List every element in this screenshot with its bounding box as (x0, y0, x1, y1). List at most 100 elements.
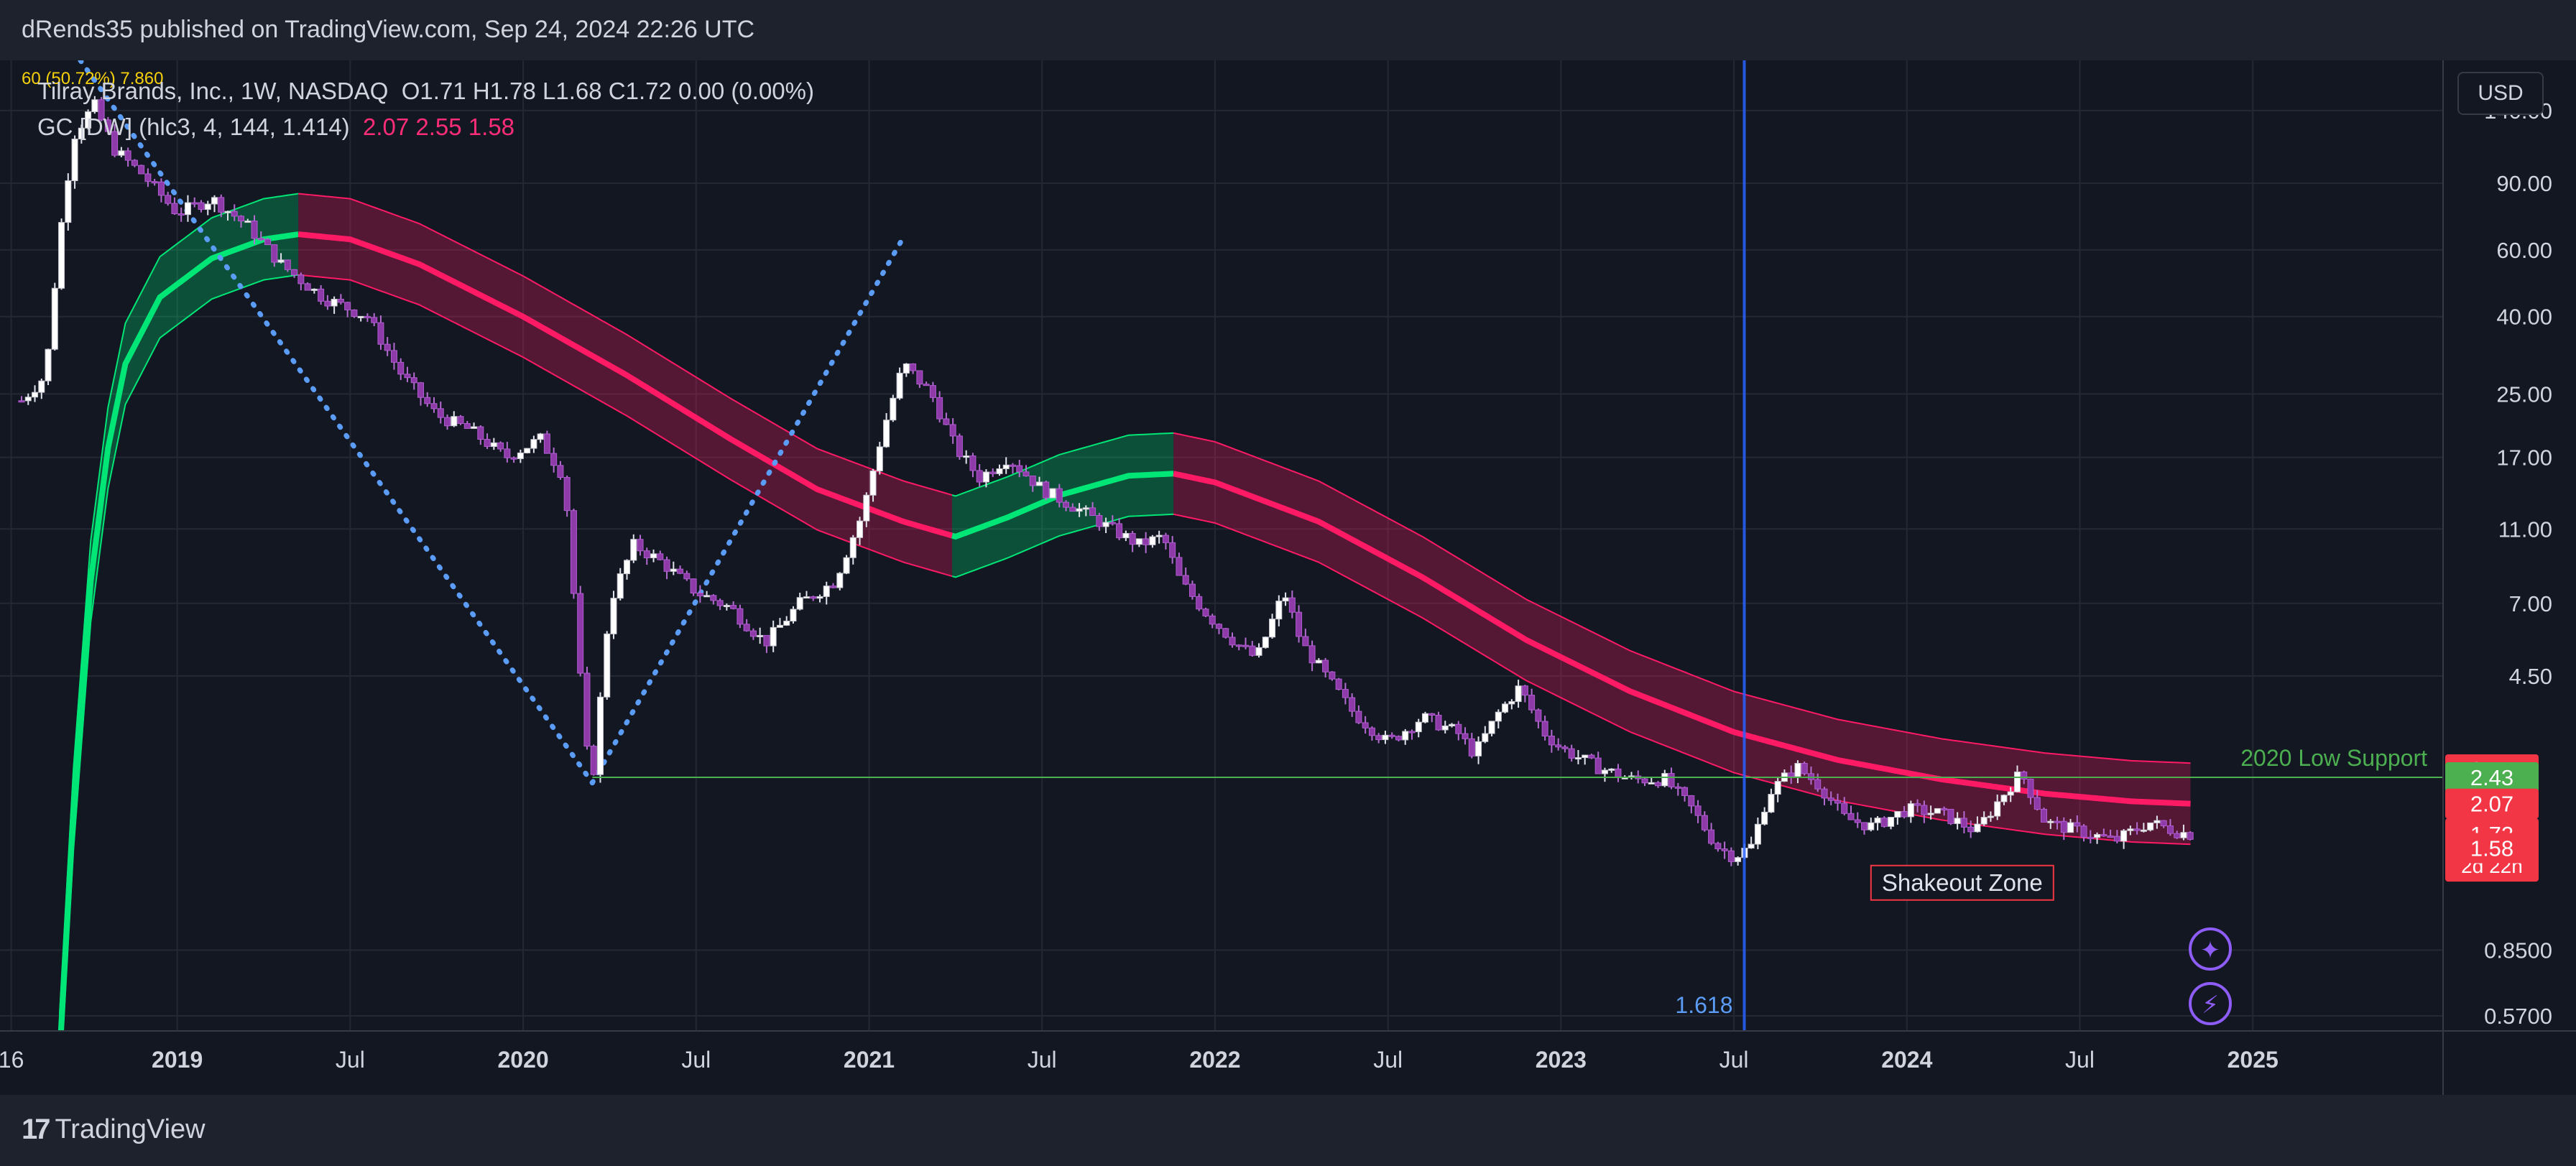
candle-body (118, 150, 125, 156)
candle-body (430, 403, 438, 410)
candle-body (1322, 660, 1329, 672)
candle-body (843, 557, 850, 574)
candle-body (537, 433, 544, 440)
sparkle-icon[interactable]: ✦ (2189, 927, 2232, 971)
candle-body (943, 418, 950, 425)
indicator-upper-line (58, 193, 299, 1014)
candle-body (231, 210, 238, 217)
candle-body (218, 197, 225, 213)
candle-body (397, 361, 405, 375)
candle-body (111, 131, 119, 156)
candle-body (1388, 734, 1395, 737)
candle-body (643, 550, 650, 558)
candle-body (51, 287, 58, 350)
candle-body (71, 138, 78, 182)
candle-body (710, 595, 717, 601)
candle-body (2047, 820, 2054, 823)
candle-body (1688, 795, 1695, 807)
candle-body (1994, 801, 2001, 817)
shakeout-zone-label: Shakeout Zone (1882, 869, 2043, 896)
candle-body (963, 455, 970, 458)
candle-body (690, 578, 697, 594)
candle-body (590, 746, 597, 775)
candle-body (1269, 619, 1276, 638)
candle-body (670, 568, 677, 572)
candle-body (184, 202, 191, 216)
candle-body (783, 621, 790, 626)
time-axis-tick-label: 2022 (1189, 1047, 1240, 1073)
candle-body (1807, 773, 1814, 780)
time-axis-tick-label: 2023 (1536, 1047, 1587, 1073)
candle-body (477, 426, 484, 440)
candle-body (238, 216, 245, 222)
candle-body (929, 385, 936, 398)
currency-button[interactable]: USD (2457, 72, 2544, 115)
ohlc-values: O1.71 H1.78 L1.68 C1.72 0.00 (0.00%) (401, 78, 814, 104)
candle-body (384, 343, 391, 351)
candle-body (796, 597, 803, 610)
candle-body (1329, 671, 1336, 680)
candle-body (596, 696, 604, 775)
candle-body (2180, 832, 2187, 838)
candle-body (437, 408, 444, 418)
candle-body (1302, 636, 1309, 647)
candle-body (1907, 803, 1914, 818)
candle-body (2000, 795, 2008, 802)
indicator-upper-line (1173, 432, 2191, 764)
footer-bar: 17 TradingView (0, 1095, 2576, 1166)
candle-body (969, 455, 977, 471)
candle-body (324, 300, 331, 307)
candle-body (749, 630, 757, 637)
candle-body (91, 99, 98, 113)
lightning-icon-glyph: ⚡ (2202, 991, 2219, 1019)
candle-body (490, 442, 497, 448)
candle-body (471, 426, 478, 429)
candle-body (1043, 481, 1050, 499)
candle-body (2013, 771, 2021, 792)
indicator-lower-line (63, 274, 299, 1031)
candle-body (1714, 843, 1722, 850)
candle-body (949, 424, 956, 437)
candle-body (364, 315, 371, 318)
tradingview-logo[interactable]: 17 TradingView (22, 1114, 2554, 1146)
candle-body (1541, 721, 1548, 737)
candle-body (1521, 685, 1528, 696)
candle-body (1235, 644, 1242, 647)
candle-body (131, 159, 138, 166)
candle-body (390, 350, 397, 363)
price-tag-box (2445, 762, 2539, 793)
candle-body (211, 197, 218, 205)
candle-body (816, 596, 823, 599)
candles (18, 96, 2194, 866)
tradingview-logo-icon: 17 (22, 1114, 50, 1145)
candle-body (251, 221, 258, 239)
candle-body (830, 586, 837, 588)
candle-body (138, 165, 145, 175)
candle-body (1874, 818, 1881, 823)
candle-body (2153, 820, 2161, 823)
candle-body (1655, 782, 1662, 787)
candle-body (557, 465, 564, 478)
candle-body (58, 222, 65, 289)
time-axis-tick-label: 16 (0, 1047, 24, 1073)
indicator-basis-line (57, 231, 299, 1031)
candle-body (743, 624, 750, 631)
candle-body (1901, 811, 1908, 818)
candle-body (1555, 744, 1562, 748)
indicator-basis-line (951, 471, 1174, 540)
candle-body (1721, 848, 1728, 851)
symbol-legend-row[interactable]: Tilray Brands, Inc., 1W, NASDAQ O1.71 H1… (37, 73, 814, 109)
support-line-label: 2020 Low Support (2240, 745, 2427, 771)
candle-body (876, 446, 883, 472)
candle-body (1661, 773, 1668, 787)
candle-body (1362, 722, 1369, 728)
price-axis-tick-label: 0.5700 (2484, 1004, 2552, 1029)
indicator-legend-row[interactable]: GC [DW] (hlc3, 4, 144, 1.414) 2.07 2.55 … (37, 109, 814, 145)
indicator-basis-line (297, 231, 954, 539)
candle-body (902, 363, 910, 374)
lightning-icon[interactable]: ⚡ (2189, 982, 2232, 1025)
fib-dotted-line (589, 234, 907, 786)
candle-body (1129, 532, 1136, 545)
